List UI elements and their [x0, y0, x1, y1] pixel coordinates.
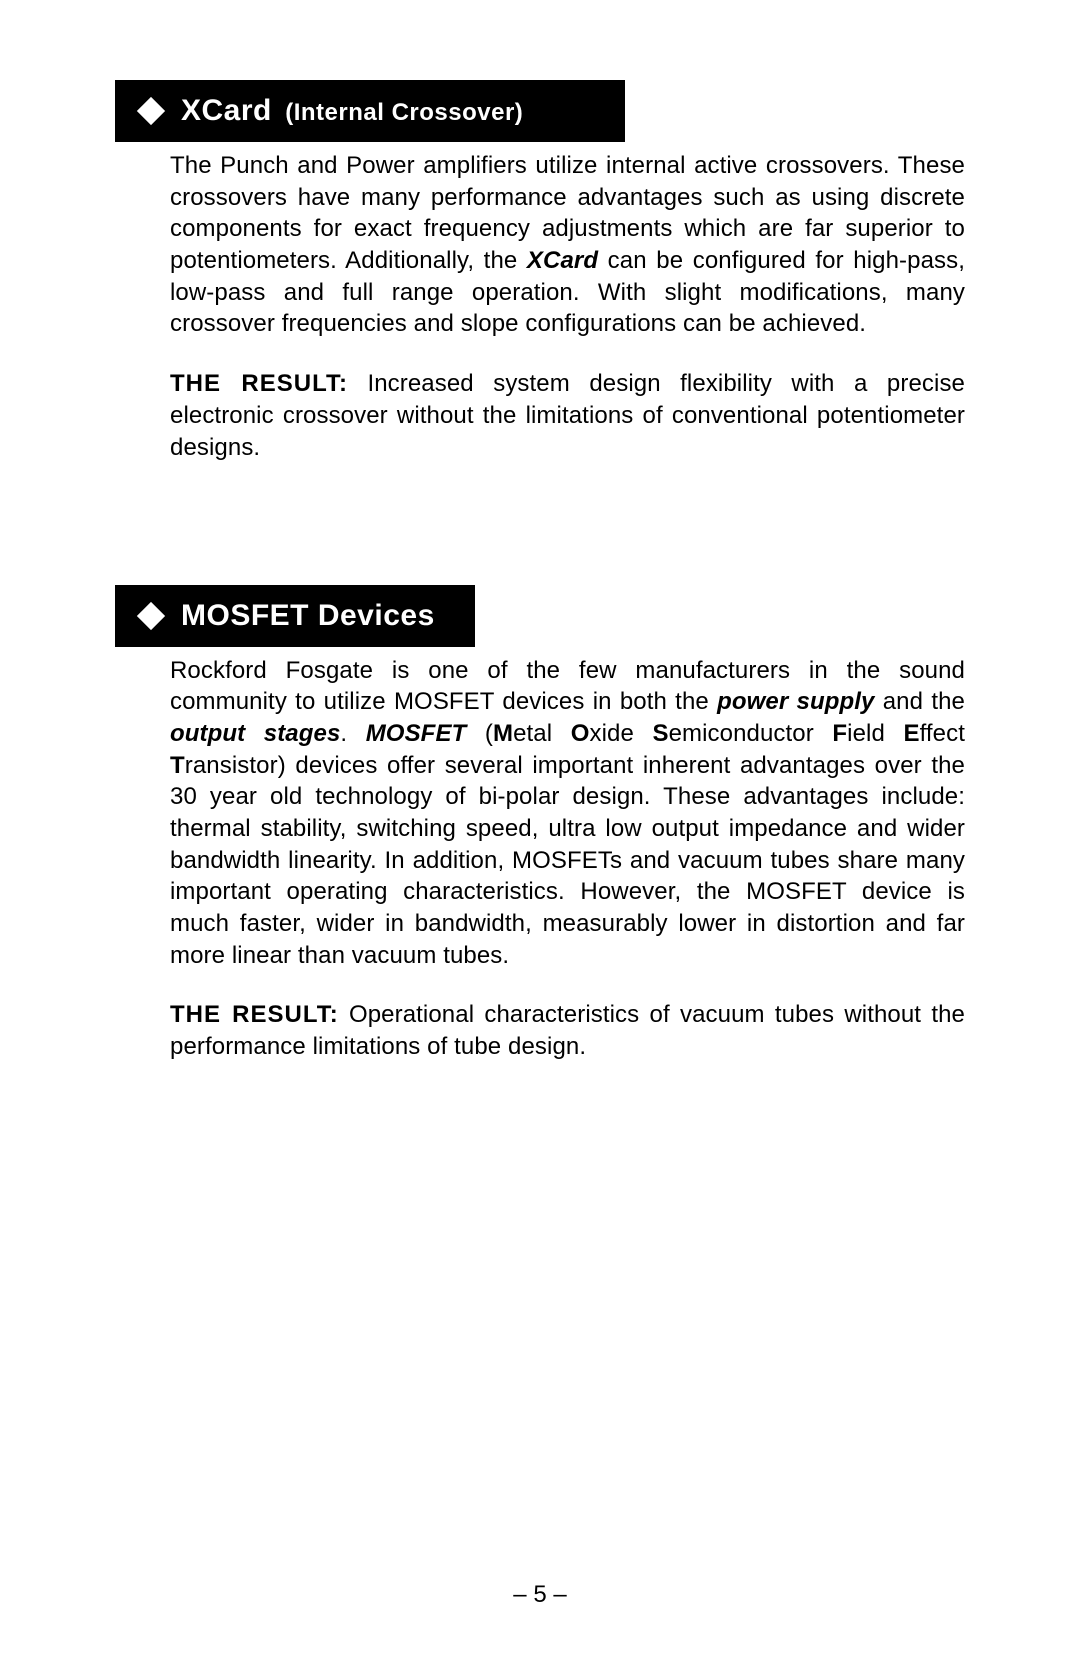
acronym-letter: O: [571, 720, 590, 747]
page-number: – 5 –: [0, 1581, 1080, 1609]
body-text: xide: [589, 720, 652, 747]
body-text: (: [466, 720, 493, 747]
body-text: etal: [513, 720, 571, 747]
header-title: XCard: [181, 94, 272, 127]
section-header-mosfet: MOSFET Devices: [115, 585, 475, 647]
acronym-letter: T: [170, 752, 185, 779]
acronym-letter: M: [493, 720, 513, 747]
section2-result: THE RESULT: Operational characteristics …: [115, 999, 965, 1063]
page: XCard (Internal Crossover) The Punch and…: [0, 0, 1080, 1669]
result-label: THE RESULT:: [170, 370, 348, 397]
body-text: ransistor) devices offer several importa…: [170, 752, 965, 969]
section-gap: [115, 465, 965, 585]
section1-body: The Punch and Power amplifiers utilize i…: [115, 150, 965, 340]
section-header-xcard: XCard (Internal Crossover): [115, 80, 625, 142]
body-text: ffect: [920, 720, 965, 747]
header-subtitle: (Internal Crossover): [285, 99, 523, 126]
acronym-letter: F: [832, 720, 847, 747]
section1-result: THE RESULT: Increased system design flex…: [115, 368, 965, 464]
xcard-term: XCard: [527, 247, 598, 274]
body-text: .: [340, 720, 365, 747]
power-supply-term: power supply: [717, 688, 874, 715]
result-label: THE RESULT:: [170, 1001, 339, 1028]
acronym-letter: E: [903, 720, 919, 747]
header-title: MOSFET Devices: [181, 599, 435, 633]
body-text: ield: [847, 720, 903, 747]
diamond-bullet-icon: [137, 97, 165, 125]
mosfet-term: MOSFET: [366, 720, 467, 747]
diamond-bullet-icon: [137, 601, 165, 629]
body-text: and the: [874, 688, 965, 715]
body-text: emiconductor: [669, 720, 833, 747]
output-stages-term: output stages: [170, 720, 340, 747]
acronym-letter: S: [652, 720, 668, 747]
section2-body: Rockford Fosgate is one of the few manuf…: [115, 655, 965, 972]
